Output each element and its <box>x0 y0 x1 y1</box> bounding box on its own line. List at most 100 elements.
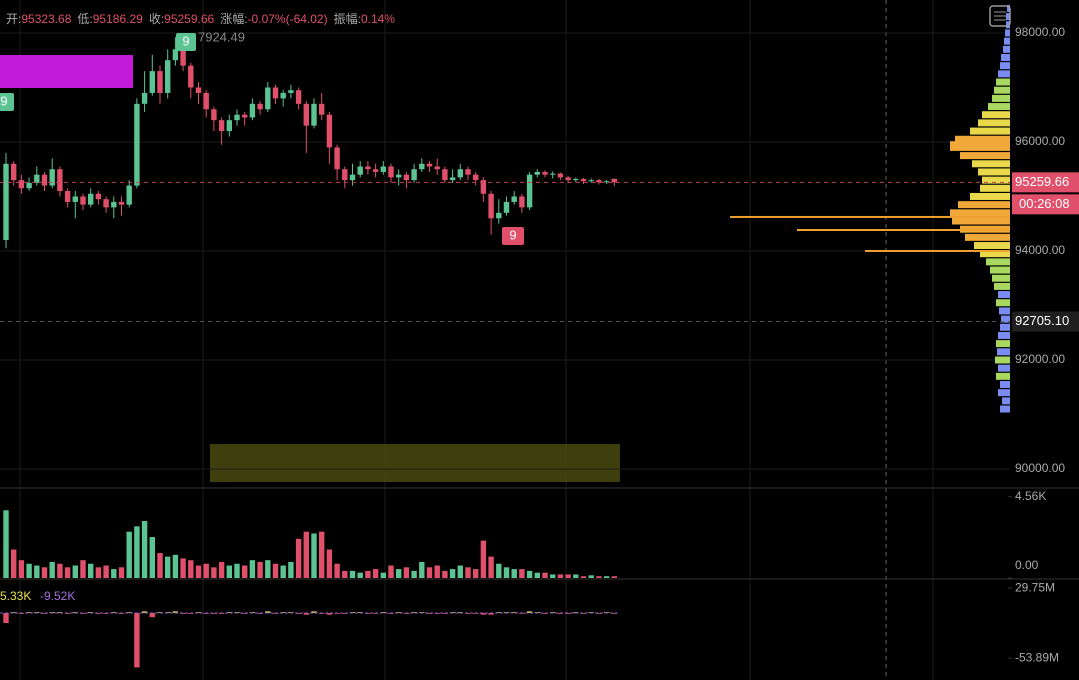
zone-box <box>0 55 133 88</box>
indicator-bar <box>26 612 32 613</box>
indicator-bar <box>580 612 587 614</box>
zone-box <box>210 444 620 482</box>
profile-bar <box>986 258 1010 266</box>
volume-bar <box>434 565 440 578</box>
volume-bar <box>49 561 55 578</box>
volume-bar <box>180 558 186 578</box>
volume-bar <box>526 570 533 578</box>
volume-bar <box>565 574 571 578</box>
volume-bar <box>226 565 232 578</box>
profile-bar <box>996 340 1010 348</box>
volume-bar <box>111 569 117 578</box>
volume-bar <box>41 567 48 578</box>
profile-bar <box>998 70 1010 78</box>
profile-bar <box>996 372 1010 380</box>
volume-bar <box>349 570 356 578</box>
candle-body <box>234 114 240 121</box>
indicator-bar <box>480 612 487 615</box>
candle-body <box>195 87 202 93</box>
candle-body <box>103 199 109 208</box>
profile-bar <box>995 356 1010 364</box>
candle-body <box>542 171 548 175</box>
profile-bar <box>997 348 1010 356</box>
profile-bar <box>982 111 1010 119</box>
candle-body <box>349 174 356 181</box>
profile-bar <box>980 250 1010 258</box>
volume-bar <box>473 569 479 578</box>
volume-bar <box>496 563 502 578</box>
settings-icon[interactable] <box>989 5 1011 27</box>
volume-bar <box>411 570 417 578</box>
volume-bar <box>11 549 17 578</box>
indicator-bar <box>411 612 417 613</box>
profile-bar <box>1001 315 1010 323</box>
volume-bar <box>88 563 94 578</box>
profile-bar <box>994 282 1010 290</box>
candle-body <box>226 120 232 132</box>
volume-bar <box>157 553 163 578</box>
indicator-bar <box>141 611 148 613</box>
candle-body <box>403 174 410 181</box>
volume-bar <box>272 563 279 578</box>
volume-bar <box>419 561 425 578</box>
volume-bar <box>503 567 510 578</box>
indicator-bar <box>265 611 271 613</box>
profile-bar <box>955 135 1010 143</box>
candle-body <box>157 71 163 93</box>
profile-bar <box>958 201 1010 209</box>
volume-bar <box>242 565 248 578</box>
profile-bar <box>988 103 1010 111</box>
profile-bar <box>1002 397 1010 405</box>
candle-body <box>603 181 610 183</box>
volume-bar <box>3 510 9 578</box>
profile-bar <box>998 291 1010 299</box>
candle-body <box>265 87 271 110</box>
volume-bar <box>172 554 179 578</box>
candle-body <box>272 87 279 99</box>
volume-bar <box>80 560 86 578</box>
profile-bar <box>730 215 1010 218</box>
volume-bar <box>280 565 286 578</box>
indicator-legend: -9.52K <box>40 589 75 603</box>
countdown-label: 00:26:08 <box>1019 196 1070 211</box>
volume-bar <box>149 537 155 578</box>
volume-bar <box>449 569 456 578</box>
candle-body <box>180 49 186 66</box>
volume-bar <box>480 540 487 578</box>
profile-bar <box>982 176 1010 184</box>
volume-bar <box>511 569 517 578</box>
header-text: 开:95323.68 低:95186.29 收:95259.66 涨幅:-0.07%(… <box>6 11 395 26</box>
volume-bar <box>118 567 125 578</box>
volume-bar <box>218 561 225 578</box>
candle-body <box>565 177 571 181</box>
volume-bar <box>311 533 317 578</box>
candle-body <box>303 103 309 126</box>
volume-bar <box>126 531 132 578</box>
candle-body <box>449 177 456 181</box>
indicator-bar <box>526 611 533 613</box>
candle-body <box>511 196 517 202</box>
indicator-bar <box>242 612 248 614</box>
profile-bar <box>998 331 1010 339</box>
volume-bar <box>372 569 379 578</box>
candle-body <box>126 185 132 205</box>
indicator-bar <box>57 612 63 613</box>
volume-bar <box>234 563 240 578</box>
candle-body <box>95 193 102 200</box>
profile-bar <box>998 389 1010 397</box>
candle-body <box>326 114 333 148</box>
y-tick-label: -53.89M <box>1015 650 1059 664</box>
candle-body <box>80 196 86 205</box>
indicator-bar <box>342 612 348 614</box>
profile-bar <box>1000 62 1010 70</box>
indicator-bar <box>326 612 333 615</box>
profile-bar <box>797 228 1010 231</box>
profile-bar <box>999 307 1010 315</box>
indicator-bar <box>226 612 232 613</box>
profile-bar <box>996 78 1010 86</box>
indicator-bar <box>211 612 217 614</box>
candle-body <box>596 180 602 183</box>
indicator-bar <box>111 612 117 613</box>
candle-body <box>26 182 32 189</box>
